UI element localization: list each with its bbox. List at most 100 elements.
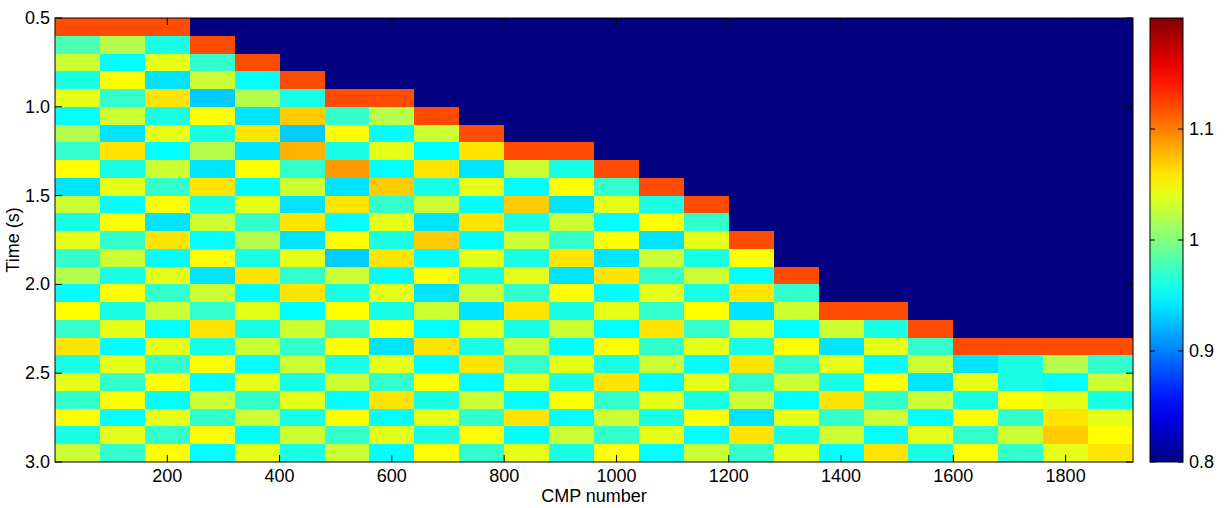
cell — [864, 196, 910, 214]
cell — [325, 125, 371, 143]
cell — [369, 373, 415, 391]
x-tick-label: 400 — [265, 466, 295, 486]
cell — [998, 284, 1044, 302]
x-axis-title: CMP number — [541, 486, 647, 506]
cell — [414, 36, 460, 54]
x-tick — [1065, 18, 1066, 25]
cell — [190, 125, 236, 143]
cell — [459, 71, 505, 89]
cell — [325, 426, 371, 444]
cell — [280, 373, 326, 391]
y-tick-label: 2.5 — [25, 363, 50, 383]
cell — [325, 302, 371, 320]
cell — [998, 36, 1044, 54]
cell — [1088, 249, 1133, 267]
cell — [864, 71, 910, 89]
cell — [145, 178, 191, 196]
cell — [953, 249, 999, 267]
cell — [998, 444, 1044, 462]
cell — [864, 54, 910, 72]
cell — [549, 213, 595, 231]
cell — [998, 160, 1044, 178]
cell — [369, 54, 415, 72]
cell — [369, 18, 415, 36]
cell — [684, 178, 730, 196]
cell — [774, 426, 820, 444]
cell — [100, 267, 146, 285]
cell — [235, 391, 281, 409]
cell — [684, 355, 730, 373]
cell — [774, 391, 820, 409]
cell — [1043, 444, 1089, 462]
cell — [325, 142, 371, 160]
cell — [819, 125, 865, 143]
cell — [819, 36, 865, 54]
cell — [325, 54, 371, 72]
cell — [864, 18, 910, 36]
cell — [729, 320, 775, 338]
colorbar — [1150, 18, 1183, 462]
cell — [864, 213, 910, 231]
cell — [819, 338, 865, 356]
colorbar-tick-label: 0.8 — [1189, 452, 1214, 472]
cell — [325, 409, 371, 427]
cell — [504, 426, 550, 444]
cell — [145, 142, 191, 160]
x-tick — [167, 455, 168, 462]
cell — [369, 125, 415, 143]
cell — [639, 71, 685, 89]
cell — [325, 178, 371, 196]
cell — [639, 89, 685, 107]
cell — [729, 302, 775, 320]
cell — [325, 89, 371, 107]
x-tick-label: 1000 — [596, 466, 636, 486]
cell — [190, 196, 236, 214]
cell — [774, 373, 820, 391]
y-tick — [55, 106, 62, 107]
cell — [235, 196, 281, 214]
cell — [549, 71, 595, 89]
cell — [414, 426, 460, 444]
cell — [459, 426, 505, 444]
cell — [145, 355, 191, 373]
cell — [55, 36, 101, 54]
cell — [953, 355, 999, 373]
cell — [145, 426, 191, 444]
cell — [729, 426, 775, 444]
cell — [639, 178, 685, 196]
cell — [1043, 125, 1089, 143]
cell — [325, 71, 371, 89]
cell — [1088, 355, 1133, 373]
y-tick-label: 2.0 — [25, 274, 50, 294]
cell — [414, 444, 460, 462]
colorbar-tick — [1178, 351, 1183, 352]
cell — [414, 196, 460, 214]
cell — [819, 249, 865, 267]
cell — [908, 18, 954, 36]
cell — [684, 409, 730, 427]
cell — [190, 36, 236, 54]
y-axis-title: Time (s) — [3, 207, 23, 272]
cell — [819, 391, 865, 409]
cell — [100, 302, 146, 320]
x-tick-label: 1200 — [709, 466, 749, 486]
cell — [414, 231, 460, 249]
cell — [414, 284, 460, 302]
cell — [998, 320, 1044, 338]
cell — [235, 18, 281, 36]
cell — [684, 338, 730, 356]
cell — [369, 89, 415, 107]
cell — [190, 409, 236, 427]
cell — [1043, 320, 1089, 338]
cell — [549, 54, 595, 72]
cell — [325, 231, 371, 249]
cell — [459, 267, 505, 285]
cell — [55, 267, 101, 285]
x-tick — [728, 455, 729, 462]
cell — [190, 54, 236, 72]
cell — [459, 125, 505, 143]
cell — [145, 302, 191, 320]
cell — [55, 302, 101, 320]
cell — [729, 18, 775, 36]
x-tick — [728, 18, 729, 25]
